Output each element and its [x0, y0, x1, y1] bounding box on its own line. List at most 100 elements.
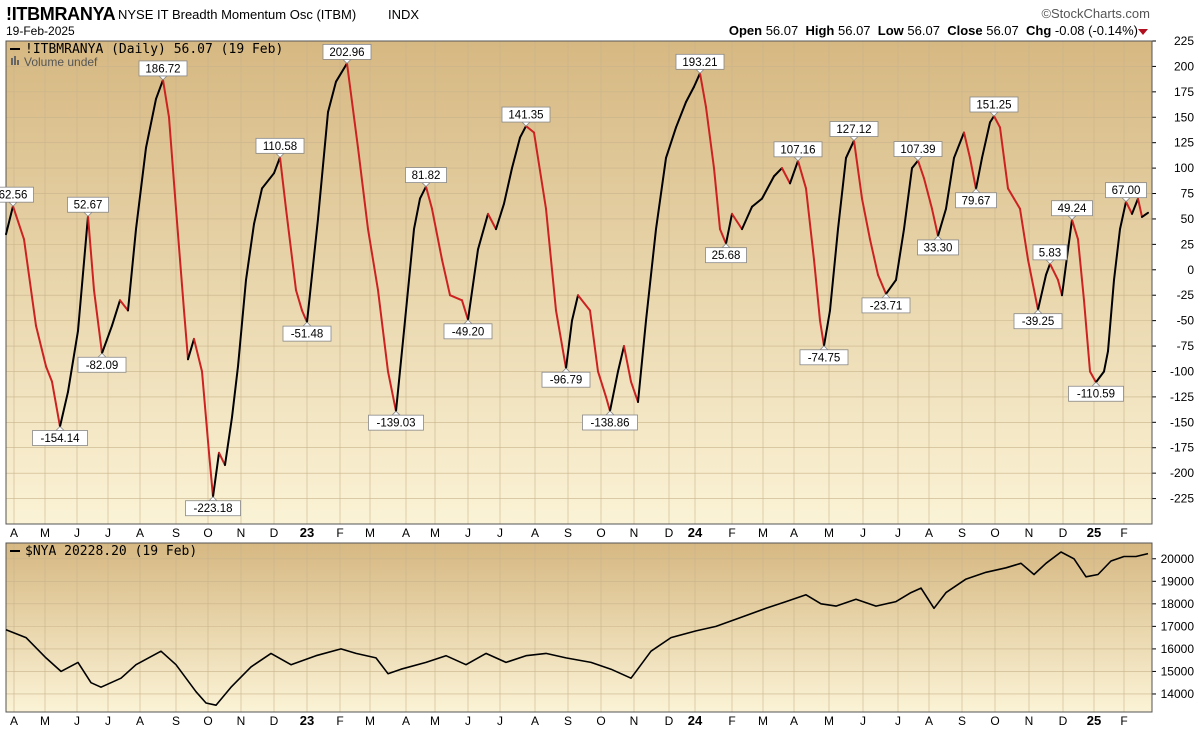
y-tick-label: 150 — [1174, 110, 1194, 124]
open-value: 56.07 — [765, 23, 799, 38]
series-segment — [511, 136, 521, 170]
value-label: -23.71 — [861, 293, 911, 314]
series-segment — [605, 395, 611, 412]
series-segment — [1113, 228, 1121, 281]
series-segment — [285, 207, 297, 292]
value-label-box — [917, 239, 959, 256]
x-tick-label: D — [1059, 714, 1068, 728]
series-segment — [655, 156, 667, 231]
x-tick-label: J — [465, 526, 471, 540]
y-tick-label: -125 — [1170, 390, 1194, 404]
series-segment — [993, 114, 1001, 129]
value-label-box — [77, 356, 127, 373]
chg-value: -0.08 (-0.14%) — [1054, 23, 1138, 38]
series-segment — [1077, 238, 1085, 302]
series-segment — [577, 294, 591, 312]
series-segment — [245, 223, 255, 281]
series-segment — [773, 167, 783, 178]
y-tick-label: -100 — [1170, 364, 1194, 378]
series-segment — [665, 126, 677, 159]
high-value: 56.07 — [838, 23, 871, 38]
x-tick-label: A — [402, 714, 410, 728]
legend-text: !ITBMRANYA (Daily) 56.07 (19 Feb) — [25, 42, 283, 57]
panel-frame — [5, 542, 1153, 713]
y-tick-label: 20000 — [1161, 552, 1195, 566]
exchange-label: INDX — [388, 7, 420, 22]
series-segment — [999, 126, 1009, 190]
value-label-box — [893, 141, 943, 157]
value-label: 49.24 — [1051, 200, 1093, 221]
series-segment — [127, 228, 137, 312]
x-tick-label: A — [790, 714, 798, 728]
series-segment — [813, 258, 821, 322]
value-label: -49.20 — [443, 319, 493, 340]
series-segment — [725, 212, 733, 245]
series-segment — [77, 215, 89, 332]
value-label-text: -82.09 — [86, 360, 119, 372]
series-segment — [413, 197, 421, 231]
value-label-text: -96.79 — [550, 375, 583, 387]
value-label: 110.58 — [255, 137, 305, 158]
high-label: High — [805, 23, 835, 38]
series-segment — [441, 258, 451, 297]
y-tick-label: -200 — [1170, 466, 1194, 480]
value-label: -74.75 — [799, 345, 849, 366]
volume-bar-icon — [14, 56, 16, 65]
x-tick-label: A — [402, 526, 410, 540]
x-tick-label: F — [728, 526, 735, 540]
series-segment — [1045, 262, 1051, 276]
y-tick-label: 75 — [1181, 187, 1195, 201]
x-tick-label: F — [728, 714, 735, 728]
series-segment — [797, 159, 807, 190]
value-label-text: 49.24 — [1058, 203, 1087, 215]
x-tick-label: O — [203, 526, 212, 540]
x-tick-label: O — [596, 526, 605, 540]
series-segment — [1049, 262, 1059, 281]
value-label-box — [0, 186, 34, 203]
value-label-text: -110.59 — [1077, 389, 1115, 401]
x-tick-label: F — [336, 526, 343, 540]
series-segment — [335, 62, 348, 83]
series-segment — [1013, 197, 1021, 210]
value-label-box — [675, 53, 725, 70]
x-tick-label: A — [136, 714, 144, 728]
series-segment — [741, 205, 753, 231]
value-label: 5.83 — [1032, 244, 1068, 265]
series-segment — [1007, 187, 1015, 200]
value-label: 81.82 — [405, 167, 447, 188]
series-segment — [295, 289, 303, 312]
value-label-text: 141.35 — [508, 110, 543, 122]
brand-watermark[interactable]: ©StockCharts.com — [1041, 6, 1150, 21]
value-label: -96.79 — [541, 367, 591, 388]
panel-2: 20000 19000 18000 17000 16000 15000 14000 A M J J A… — [5, 542, 1195, 728]
series-segment — [419, 185, 427, 200]
series-segment — [431, 207, 443, 261]
series-segment — [261, 172, 275, 190]
series-segment — [1019, 207, 1029, 261]
value-label: 107.16 — [773, 141, 823, 162]
x-tick-label: O — [990, 526, 999, 540]
series-segment — [1067, 218, 1073, 251]
x-tick-label: S — [564, 714, 572, 728]
y-tick-label: 50 — [1181, 212, 1195, 226]
series-segment — [1083, 299, 1091, 373]
x-tick-label: A — [10, 526, 18, 540]
value-label: 193.21 — [675, 53, 725, 74]
series-segment — [212, 451, 220, 498]
series-segment — [895, 228, 905, 281]
x-tick-label: M — [430, 526, 440, 540]
value-label-box — [799, 349, 849, 366]
value-label-box — [282, 325, 332, 342]
y-tick-label: 19000 — [1161, 574, 1195, 588]
value-label-box — [255, 137, 305, 154]
series-segment — [923, 177, 933, 210]
value-label-text: 52.67 — [74, 200, 103, 212]
series-segment — [1071, 218, 1079, 241]
series-segment — [35, 324, 47, 368]
x-tick-label: J — [895, 526, 901, 540]
series-segment — [208, 451, 214, 498]
x-tick-label: 24 — [688, 713, 703, 728]
y-tick-label: 100 — [1174, 161, 1194, 175]
x-tick-label: J — [497, 526, 503, 540]
